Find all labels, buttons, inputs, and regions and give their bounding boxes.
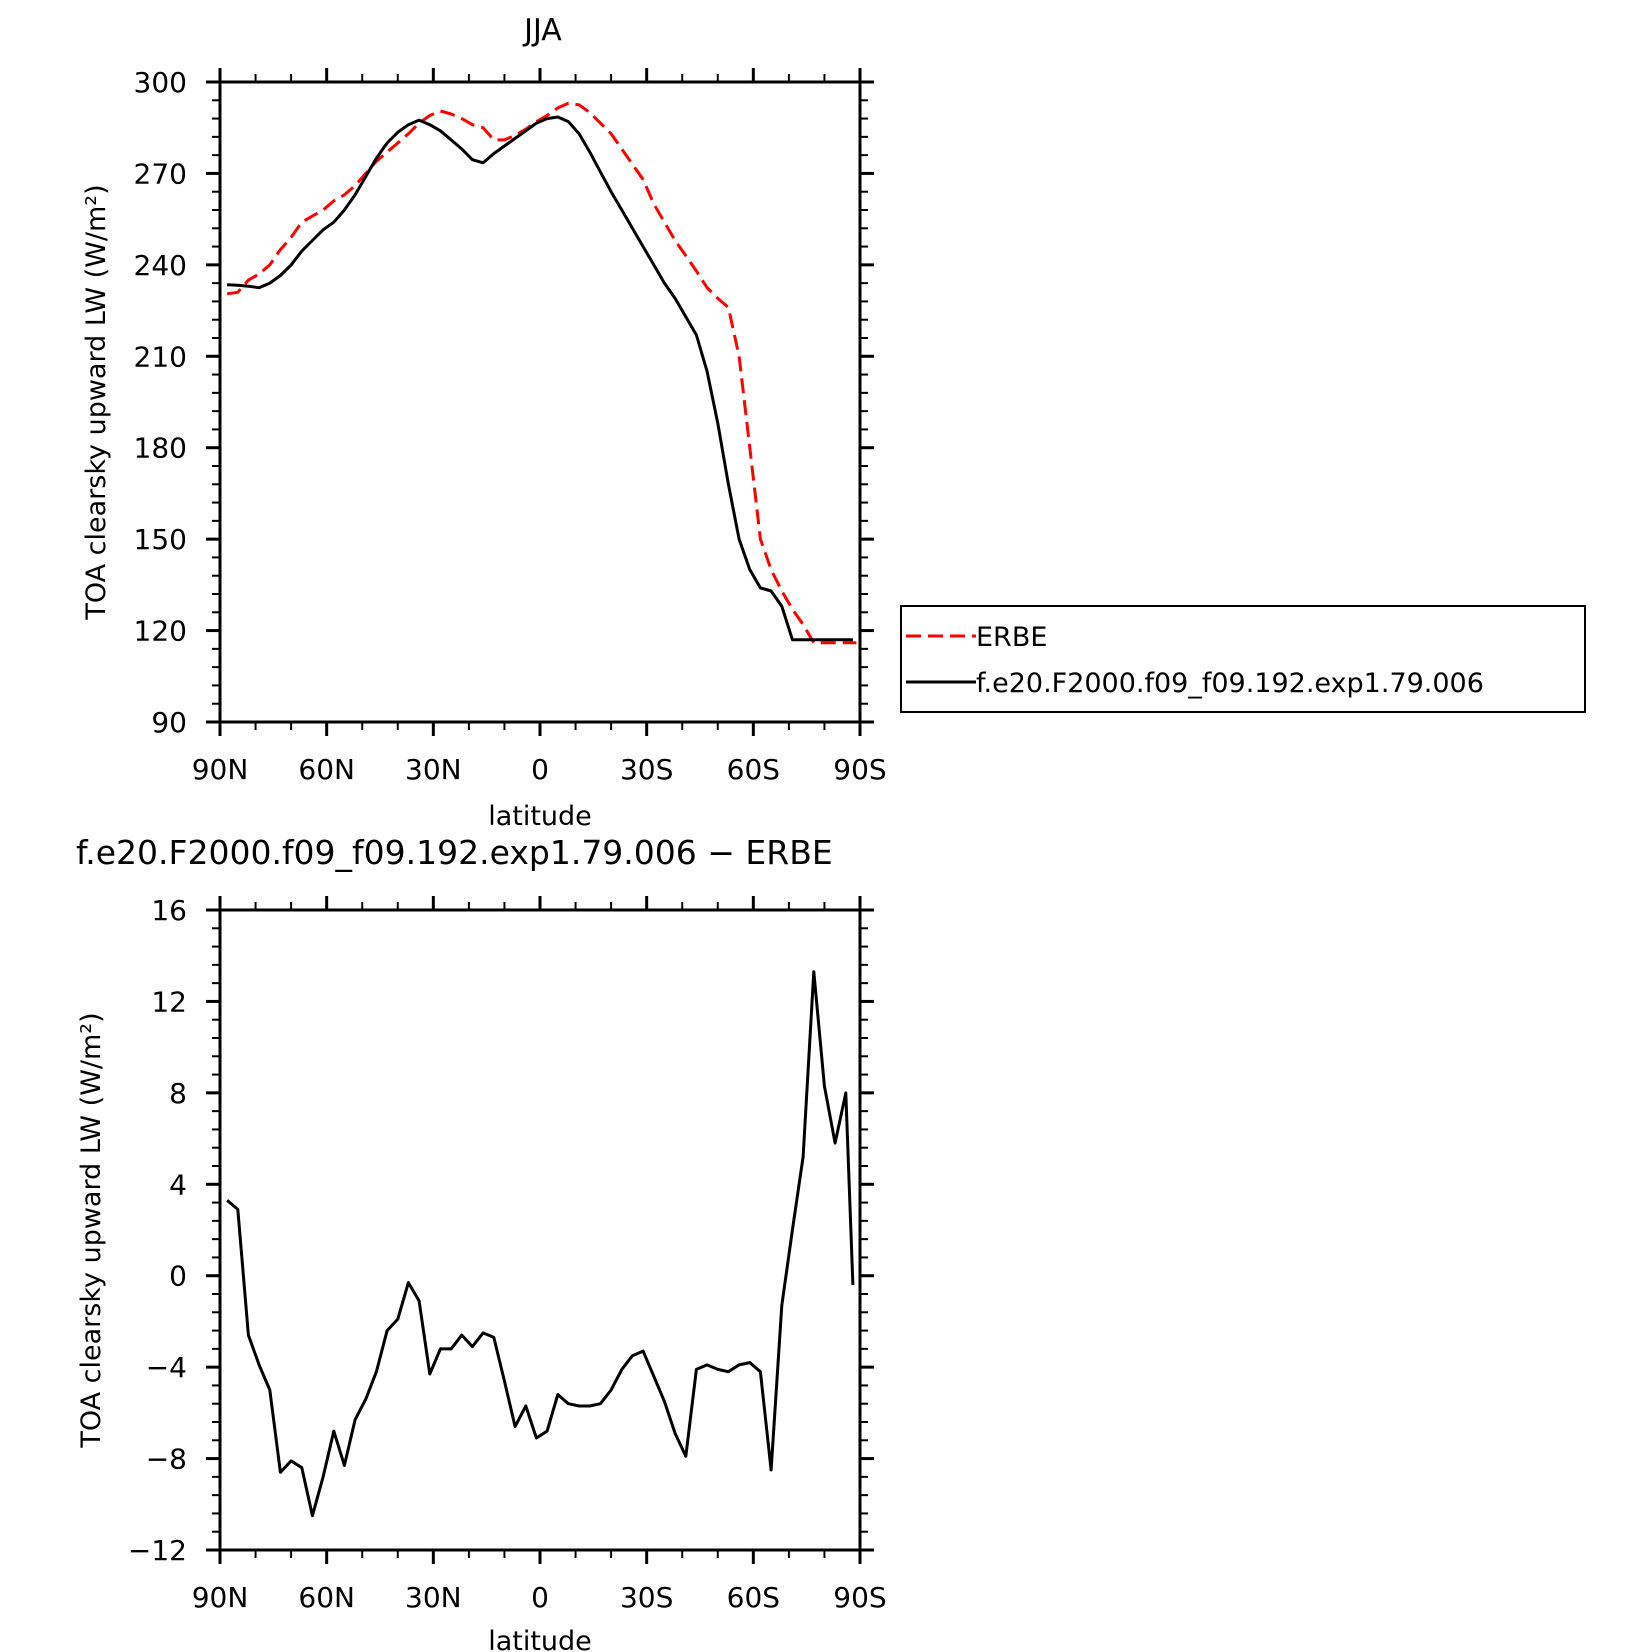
top-x-tick-label: 90S: [833, 753, 886, 786]
top-panel-series: [226, 101, 857, 645]
legend-box: [900, 605, 1586, 713]
bottom-plot-frame: [218, 908, 862, 1552]
bottom-x-tick-label: 60S: [727, 1581, 780, 1614]
top-panel-title: JJA: [522, 13, 562, 48]
top-series-line-1: [227, 115, 853, 642]
bottom-y-tick-label: 8: [169, 1077, 187, 1110]
bottom-x-tick-label: 30N: [405, 1581, 462, 1614]
legend: ERBE f.e20.F2000.f09_f09.192.exp1.79.006: [900, 605, 1586, 713]
top-y-tick-labels: 90 120 150 180 210 240 270 300: [134, 66, 187, 739]
top-y-tick-label: 90: [151, 706, 187, 739]
bottom-panel-ticks: [206, 896, 874, 1564]
bottom-y-axis-label: TOA clearsky upward LW (W/m²): [76, 1012, 107, 1448]
bottom-x-tick-label: 30S: [620, 1581, 673, 1614]
bottom-panel-series: [226, 970, 855, 1518]
bottom-x-tick-label: 90N: [192, 1581, 249, 1614]
top-y-tick-label: 120: [134, 615, 187, 648]
bottom-y-tick-label: 16: [151, 894, 187, 927]
top-x-tick-label: 0: [531, 753, 549, 786]
bottom-series-line-0: [226, 970, 855, 1518]
top-y-axis-label: TOA clearsky upward LW (W/m²): [81, 184, 112, 620]
top-x-tick-label: 90N: [192, 753, 249, 786]
bottom-x-axis-label: latitude: [488, 1626, 592, 1652]
bottom-x-tick-label: 60N: [298, 1581, 355, 1614]
top-x-axis-label: latitude: [488, 801, 592, 832]
top-x-tick-label: 60S: [727, 753, 780, 786]
bottom-x-tick-label: 0: [531, 1581, 549, 1614]
bottom-y-tick-label: −12: [128, 1534, 187, 1567]
top-x-tick-label: 30S: [620, 753, 673, 786]
bottom-panel-title: f.e20.F2000.f09_f09.192.exp1.79.006 − ER…: [76, 833, 833, 872]
top-panel-ticks: [206, 68, 874, 736]
legend-label-model: f.e20.F2000.f09_f09.192.exp1.79.006: [976, 668, 1484, 699]
top-y-tick-label: 240: [134, 249, 187, 282]
bottom-x-tick-label: 90S: [833, 1581, 886, 1614]
top-y-tick-label: 300: [134, 66, 187, 99]
top-y-tick-label: 150: [134, 523, 187, 556]
bottom-y-tick-label: 12: [151, 985, 187, 1018]
top-y-tick-label: 210: [134, 340, 187, 373]
top-x-tick-label: 30N: [405, 753, 462, 786]
top-y-tick-label: 270: [134, 157, 187, 190]
top-series-line-0: [226, 101, 857, 645]
top-x-tick-label: 60N: [298, 753, 355, 786]
bottom-y-tick-label: 4: [169, 1168, 187, 1201]
top-x-tick-labels: 90N 60N 30N 0 30S 60S 90S: [192, 753, 887, 786]
top-plot-frame: [218, 80, 862, 724]
top-panel: JJA 90N 60N 30N 0 30S 60S 90S 90 120 150 180 210 24…: [81, 13, 887, 832]
bottom-y-tick-label: −8: [146, 1443, 187, 1476]
bottom-y-tick-label: −4: [146, 1351, 187, 1384]
legend-label-erbe: ERBE: [976, 622, 1047, 653]
bottom-y-tick-label: 0: [169, 1260, 187, 1293]
bottom-x-tick-labels: 90N 60N 30N 0 30S 60S 90S: [192, 1581, 887, 1614]
bottom-panel: f.e20.F2000.f09_f09.192.exp1.79.006 − ER…: [76, 833, 887, 1652]
bottom-y-tick-labels: −12 −8 −4 0 4 8 12 16: [128, 894, 187, 1567]
top-y-tick-label: 180: [134, 432, 187, 465]
